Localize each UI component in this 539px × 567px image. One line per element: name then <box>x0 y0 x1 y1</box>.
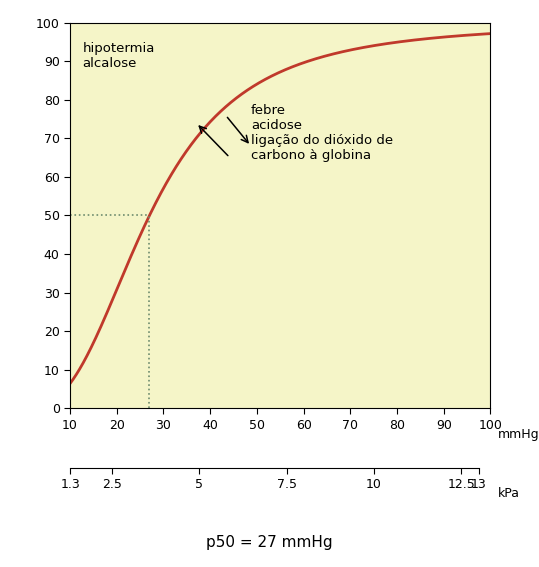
Text: febre
acidose
ligação do dióxido de
carbono à globina: febre acidose ligação do dióxido de carb… <box>251 104 393 162</box>
Text: p50 = 27 mmHg: p50 = 27 mmHg <box>206 535 333 550</box>
Text: hipotermia
alcalose: hipotermia alcalose <box>82 42 155 70</box>
Text: mmHg: mmHg <box>497 428 539 441</box>
Text: kPa: kPa <box>497 487 520 500</box>
